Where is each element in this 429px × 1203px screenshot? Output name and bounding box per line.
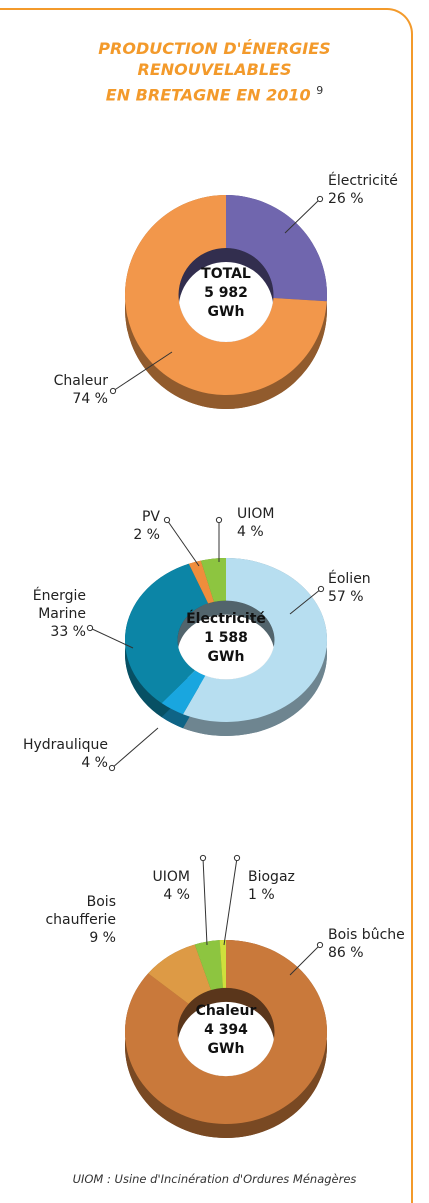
value-label: 1 %: [248, 886, 295, 904]
leader-line: [290, 945, 320, 975]
leader-dot: [109, 765, 114, 770]
leader-dot: [317, 942, 322, 947]
title-line: PRODUCTION D'ÉNERGIES: [0, 38, 429, 59]
category-label: Éolien: [328, 570, 371, 588]
value-label: 4 %: [237, 523, 274, 541]
leader-line: [285, 199, 320, 233]
leader-line: [167, 520, 199, 566]
center-line: 5 982: [176, 284, 276, 303]
center-line: 1 588: [176, 629, 276, 648]
leader-dot: [317, 196, 322, 201]
center-line: GWh: [176, 303, 276, 322]
value-label: 9 %: [36, 929, 116, 947]
leader-dot: [216, 517, 221, 522]
value-label: 74 %: [54, 390, 108, 408]
leader-line: [224, 858, 237, 945]
value-label: 4 %: [23, 754, 108, 772]
leader-dot: [318, 586, 323, 591]
center-line: GWh: [176, 648, 276, 667]
value-label: 4 %: [153, 886, 190, 904]
title-line: RENOUVELABLES: [0, 59, 429, 80]
center-line: 4 394: [176, 1021, 276, 1040]
category-label: Biogaz: [248, 868, 295, 886]
category-label: UIOM: [153, 868, 190, 886]
category-label: Bois chaufferie: [36, 893, 116, 929]
category-label: Bois bûche: [328, 926, 405, 944]
leader-line: [203, 858, 207, 945]
center-line: TOTAL: [176, 265, 276, 284]
leader-line: [112, 728, 158, 768]
value-label: 86 %: [328, 944, 405, 962]
value-label: 57 %: [328, 588, 371, 606]
category-label: Hydraulique: [23, 736, 108, 754]
title-line: EN BRETAGNE EN 2010 9: [0, 80, 429, 105]
page: PRODUCTION D'ÉNERGIESRENOUVELABLESEN BRE…: [0, 0, 429, 1203]
value-label: 2 %: [133, 526, 160, 544]
category-label: Électricité: [328, 172, 398, 190]
leader-dot: [164, 517, 169, 522]
category-label: Chaleur: [54, 372, 108, 390]
value-label: 33 %: [16, 623, 86, 641]
category-label: Énergie Marine: [16, 587, 86, 623]
title-note: 9: [316, 84, 323, 97]
leader-dot: [87, 625, 92, 630]
leader-dot: [234, 855, 239, 860]
leader-dot: [200, 855, 205, 860]
center-line: GWh: [176, 1040, 276, 1059]
category-label: UIOM: [237, 505, 274, 523]
footnote: UIOM : Usine d'Incinération d'Ordures Mé…: [0, 1172, 429, 1186]
center-line: Chaleur: [176, 1002, 276, 1021]
value-label: 26 %: [328, 190, 398, 208]
center-line: Électricité: [176, 610, 276, 629]
category-label: PV: [133, 508, 160, 526]
leader-dot: [110, 388, 115, 393]
